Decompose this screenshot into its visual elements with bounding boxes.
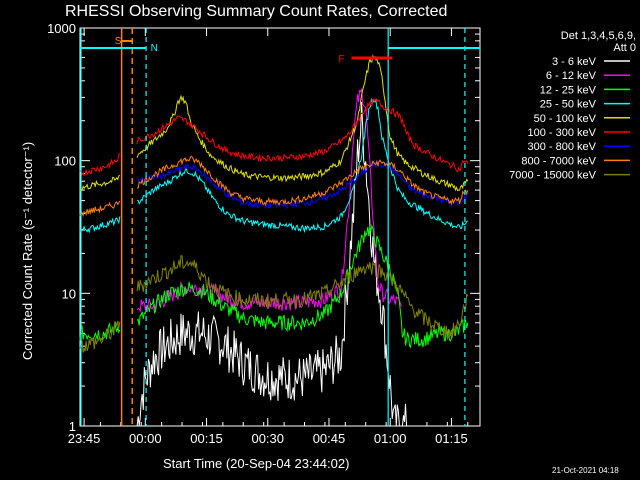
plot-area <box>79 27 481 427</box>
series-line-5-1 <box>136 98 469 173</box>
y-axis-label: Corrected Count Rate (s⁻¹ detector⁻¹) <box>20 142 35 360</box>
series-line-0-0 <box>136 101 407 427</box>
series-line-3-1 <box>136 97 468 234</box>
series-line-2-1 <box>136 223 469 349</box>
legend-label-4: 50 - 100 keV <box>534 113 597 125</box>
night-label: N <box>151 43 158 54</box>
legend-header-0: Det 1,3,4,5,6,9, <box>561 30 636 42</box>
y-tick-label-2: 100 <box>54 154 76 169</box>
series-line-8-1 <box>136 255 469 341</box>
x-tick-label-4: 00:45 <box>313 431 346 446</box>
saa-label: S <box>115 36 122 47</box>
x-tick-label-6: 01:15 <box>435 431 468 446</box>
x-tick-label-0: 23:45 <box>68 431 101 446</box>
x-tick-label-5: 01:00 <box>374 431 407 446</box>
x-tick-label-2: 00:15 <box>190 431 223 446</box>
chart-title: RHESSI Observing Summary Count Rates, Co… <box>65 3 447 20</box>
y-tick-label-0: 1 <box>69 419 76 434</box>
legend-label-2: 12 - 25 keV <box>540 84 597 96</box>
flare-label: F <box>338 54 344 65</box>
y-tick-label-3: 1000 <box>47 21 76 36</box>
legend-label-0: 3 - 6 keV <box>552 56 597 68</box>
x-tick-label-3: 00:30 <box>251 431 284 446</box>
series-line-7-0 <box>79 200 121 218</box>
time-markers: S N F <box>80 28 480 426</box>
x-axis-label: Start Time (20-Sep-04 23:44:02) <box>163 456 349 471</box>
series-line-4-0 <box>79 174 121 192</box>
legend-header-1: Att 0 <box>613 42 636 54</box>
legend-label-8: 7000 - 15000 keV <box>509 170 597 182</box>
series-line-8-0 <box>79 320 121 353</box>
footer-timestamp: 21-Oct-2021 04:18 <box>552 466 619 475</box>
legend: Det 1,3,4,5,6,9,Att 0 3 - 6 keV 6 - 12 keV… <box>509 30 636 182</box>
series-line-5-0 <box>79 152 121 177</box>
legend-label-7: 800 - 7000 keV <box>521 155 596 167</box>
series-lines <box>79 54 469 427</box>
y-tick-label-1: 10 <box>62 286 76 301</box>
legend-label-6: 300 - 800 keV <box>528 141 597 153</box>
legend-label-5: 100 - 300 keV <box>528 127 597 139</box>
x-tick-label-1: 00:00 <box>129 431 162 446</box>
legend-label-3: 25 - 50 keV <box>540 99 597 111</box>
legend-label-1: 6 - 12 keV <box>546 70 597 82</box>
series-line-3-0 <box>79 216 121 234</box>
plot-frame <box>79 27 481 427</box>
series-line-7-1 <box>136 155 469 207</box>
axis-ticks: 23:45 00:00 00:15 00:30 00:45 01:00 01:15 1 10 10… <box>47 21 480 446</box>
